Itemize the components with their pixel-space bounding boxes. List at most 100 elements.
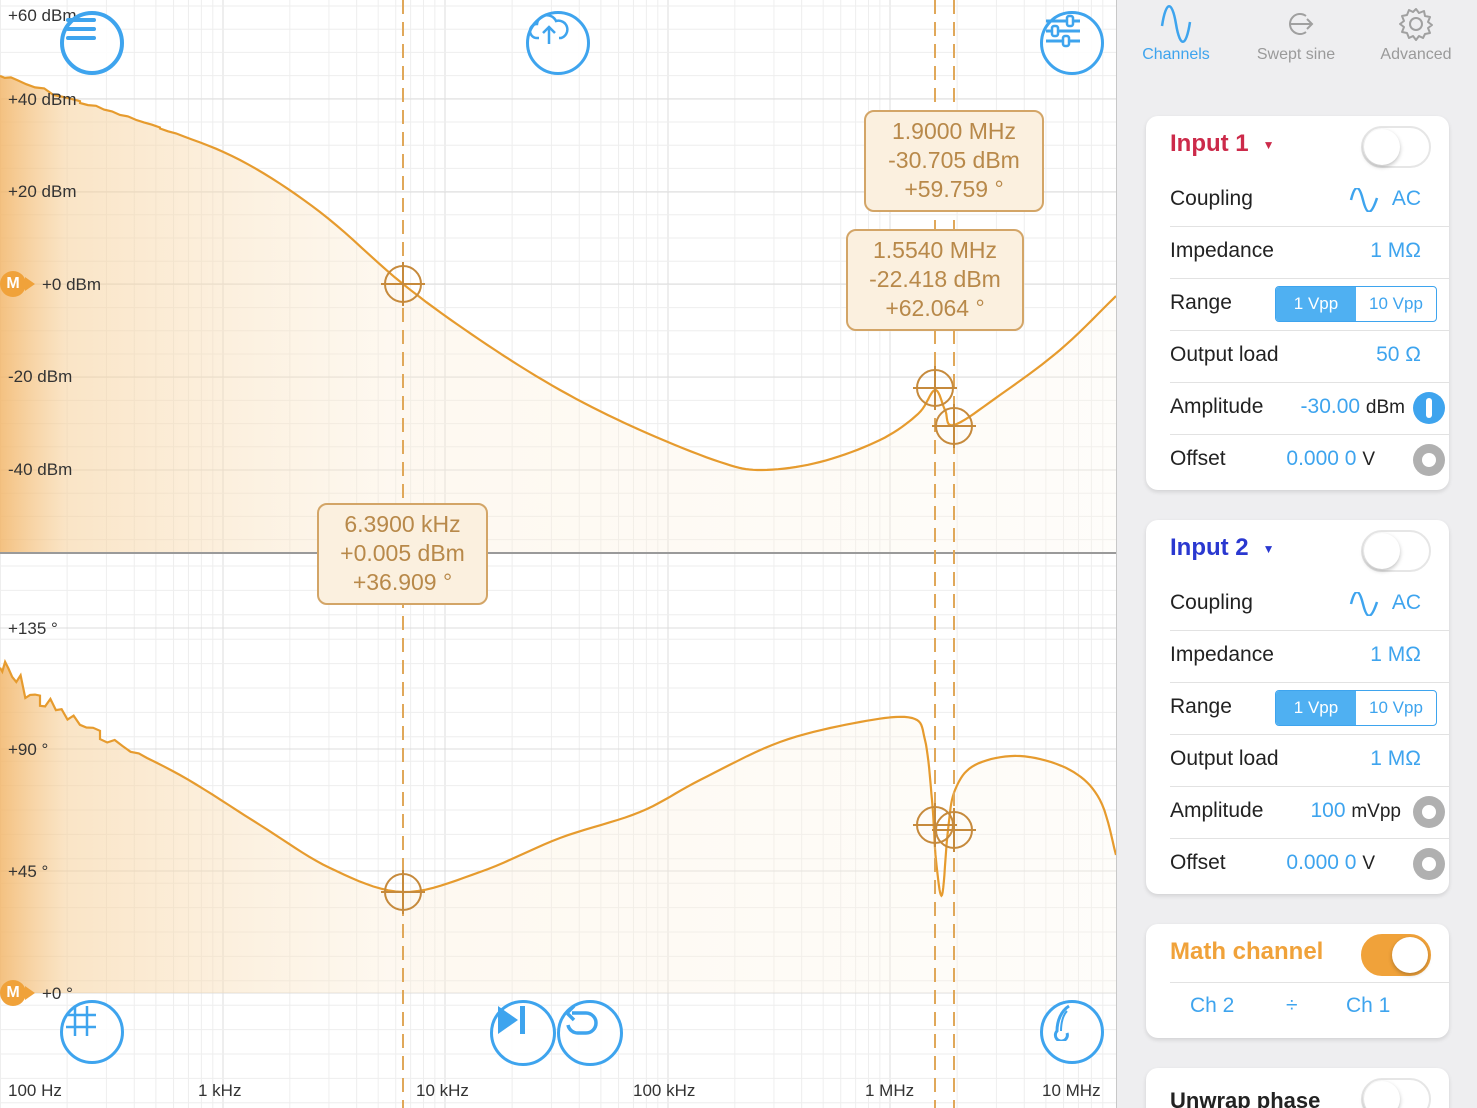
tuning-fork-icon	[1053, 1004, 1070, 1041]
input1-title[interactable]: Input 1 ▼	[1170, 130, 1275, 157]
cursor-crosshair[interactable]	[381, 870, 425, 914]
menu-button[interactable]	[60, 11, 124, 75]
freq-label-100khz: 100 kHz	[633, 1081, 696, 1100]
step-play-icon	[498, 1006, 525, 1034]
sliders-icon	[1046, 14, 1080, 48]
input1-range-10vpp[interactable]: 10 Vpp	[1369, 294, 1423, 313]
mag-label-neg20: -20 dBm	[8, 367, 73, 386]
amplitude-knob-icon[interactable]	[1413, 392, 1445, 424]
input1-amplitude-field[interactable]: -30.00 dBm	[1300, 395, 1405, 418]
input2-range-10vpp[interactable]: 10 Vpp	[1369, 698, 1423, 717]
input2-output-load-row[interactable]: Output load 1 MΩ	[1170, 734, 1449, 787]
amplitude-knob-icon[interactable]	[1413, 796, 1445, 828]
math-card: Math channel Ch 2 ÷ Ch 1	[1146, 924, 1449, 1038]
tab-channels[interactable]: Channels	[1121, 4, 1231, 64]
freq-label-1khz: 1 kHz	[198, 1081, 242, 1100]
input2-impedance-value: 1 MΩ	[1370, 643, 1421, 666]
input2-offset-field[interactable]: 0.000 0 V	[1286, 851, 1375, 874]
freq-label-1mhz: 1 MHz	[865, 1081, 915, 1100]
cursor-crosshair[interactable]	[381, 262, 425, 306]
input1-range-row: Range 1 Vpp 10 Vpp	[1170, 278, 1449, 331]
input1-range-1vpp[interactable]: 1 Vpp	[1276, 287, 1356, 321]
chevron-down-icon: ▼	[1262, 137, 1275, 152]
offset-knob-icon[interactable]	[1413, 444, 1445, 476]
cursor-crosshair[interactable]	[932, 404, 976, 448]
unwrap-card: Unwrap phase	[1146, 1068, 1449, 1108]
unwrap-label: Unwrap phase	[1170, 1088, 1321, 1108]
input1-card: Input 1 ▼ Coupling AC Impedance 1 MΩ Rang…	[1146, 116, 1449, 490]
input1-impedance-row[interactable]: Impedance 1 MΩ	[1170, 226, 1449, 279]
cursor-2-freq: 1.5540 MHz	[872, 237, 997, 263]
cursor-1-phase: +36.909 °	[352, 569, 453, 595]
upload-button[interactable]	[526, 11, 590, 75]
input2-impedance-row[interactable]: Impedance 1 MΩ	[1170, 630, 1449, 683]
input2-output-load-value: 1 MΩ	[1370, 747, 1421, 770]
cursor-readout-1[interactable]: 6.3900 kHz +0.005 dBm +36.909 °	[317, 503, 488, 605]
cursor-3-phase: +59.759 °	[904, 176, 1004, 202]
input1-range-selector: 1 Vpp 10 Vpp	[1275, 286, 1437, 322]
ac-wave-icon	[1349, 188, 1379, 212]
input1-offset-row: Offset 0.000 0 V	[1170, 434, 1449, 486]
cursor-crosshair[interactable]	[932, 808, 976, 852]
freq-label-10khz: 10 kHz	[416, 1081, 469, 1100]
freq-label-10mhz: 10 MHz	[1042, 1081, 1101, 1100]
input1-output-load-value: 50 Ω	[1376, 343, 1421, 366]
input2-title[interactable]: Input 2 ▼	[1170, 534, 1275, 561]
cursor-1-freq: 6.3900 kHz	[344, 511, 461, 537]
input2-amplitude-row: Amplitude 100 mVpp	[1170, 786, 1449, 839]
ac-wave-icon	[1349, 592, 1379, 616]
input1-toggle[interactable]	[1361, 126, 1431, 168]
mag-label-40: +40 dBm	[8, 90, 77, 109]
input1-coupling-row[interactable]: Coupling AC	[1170, 174, 1449, 227]
cursor-readout-2[interactable]: 1.5540 MHz -22.418 dBm +62.064 °	[846, 229, 1024, 331]
side-panel: Channels Swept sine Advanced Input 1 ▼ Co…	[1116, 0, 1477, 1108]
swept-sine-icon	[1289, 13, 1314, 35]
input2-coupling-row[interactable]: Coupling AC	[1170, 578, 1449, 631]
input1-impedance-value: 1 MΩ	[1370, 239, 1421, 262]
math-title: Math channel	[1170, 938, 1324, 965]
cursor-3-freq: 1.9000 MHz	[891, 118, 1016, 144]
input2-coupling-value: AC	[1391, 591, 1421, 614]
cursor-2-mag: -22.418 dBm	[869, 266, 1001, 292]
math-operand-b[interactable]: Ch 1	[1346, 994, 1391, 1017]
repeat-icon	[564, 1004, 598, 1035]
mag-marker-badge[interactable]: M	[0, 271, 35, 297]
tuning-button[interactable]	[1040, 1000, 1104, 1064]
mag-label-20: +20 dBm	[8, 182, 77, 201]
grid-button[interactable]	[60, 1000, 124, 1064]
bode-plot[interactable]: +60 dBm +40 dBm +20 dBm +0 dBm -20 dBm -…	[0, 0, 1116, 1108]
step-play-button[interactable]	[490, 1000, 556, 1066]
cursor-3-mag: -30.705 dBm	[888, 147, 1020, 173]
input1-offset-field[interactable]: 0.000 0 V	[1286, 447, 1375, 470]
input2-toggle[interactable]	[1361, 530, 1431, 572]
input2-amplitude-field[interactable]: 100 mVpp	[1310, 799, 1401, 822]
input2-range-row: Range 1 Vpp 10 Vpp	[1170, 682, 1449, 735]
settings-button[interactable]	[1040, 11, 1104, 75]
tab-swept-sine[interactable]: Swept sine	[1241, 4, 1351, 64]
unwrap-toggle[interactable]	[1361, 1078, 1431, 1108]
tab-advanced[interactable]: Advanced	[1361, 4, 1471, 64]
input1-amplitude-row: Amplitude -30.00 dBm	[1170, 382, 1449, 435]
input1-output-load-row[interactable]: Output load 50 Ω	[1170, 330, 1449, 383]
repeat-button[interactable]	[557, 1000, 623, 1066]
input2-offset-row: Offset 0.000 0 V	[1170, 838, 1449, 890]
cursor-1-mag: +0.005 dBm	[340, 540, 465, 566]
mag-label-0: +0 dBm	[42, 275, 102, 294]
phase-marker-badge[interactable]: M	[0, 980, 35, 1006]
phase-label-45: +45 °	[8, 862, 49, 881]
cloud-upload-icon	[529, 14, 569, 44]
input2-range-1vpp[interactable]: 1 Vpp	[1276, 691, 1356, 725]
menu-icon	[66, 18, 96, 40]
offset-knob-icon[interactable]	[1413, 848, 1445, 880]
chevron-down-icon: ▼	[1262, 541, 1275, 556]
phase-label-90: +90 °	[8, 740, 49, 759]
cursor-readout-3[interactable]: 1.9000 MHz -30.705 dBm +59.759 °	[864, 110, 1044, 212]
sine-wave-icon	[1160, 5, 1192, 43]
math-operator[interactable]: ÷	[1286, 994, 1298, 1017]
math-operand-a[interactable]: Ch 2	[1190, 994, 1235, 1017]
phase-label-0: +0 °	[42, 984, 73, 1003]
cursor-crosshair[interactable]	[913, 366, 957, 410]
freq-label-100hz: 100 Hz	[8, 1081, 62, 1100]
math-toggle[interactable]	[1361, 934, 1431, 976]
input2-card: Input 2 ▼ Coupling AC Impedance 1 MΩ Rang…	[1146, 520, 1449, 894]
